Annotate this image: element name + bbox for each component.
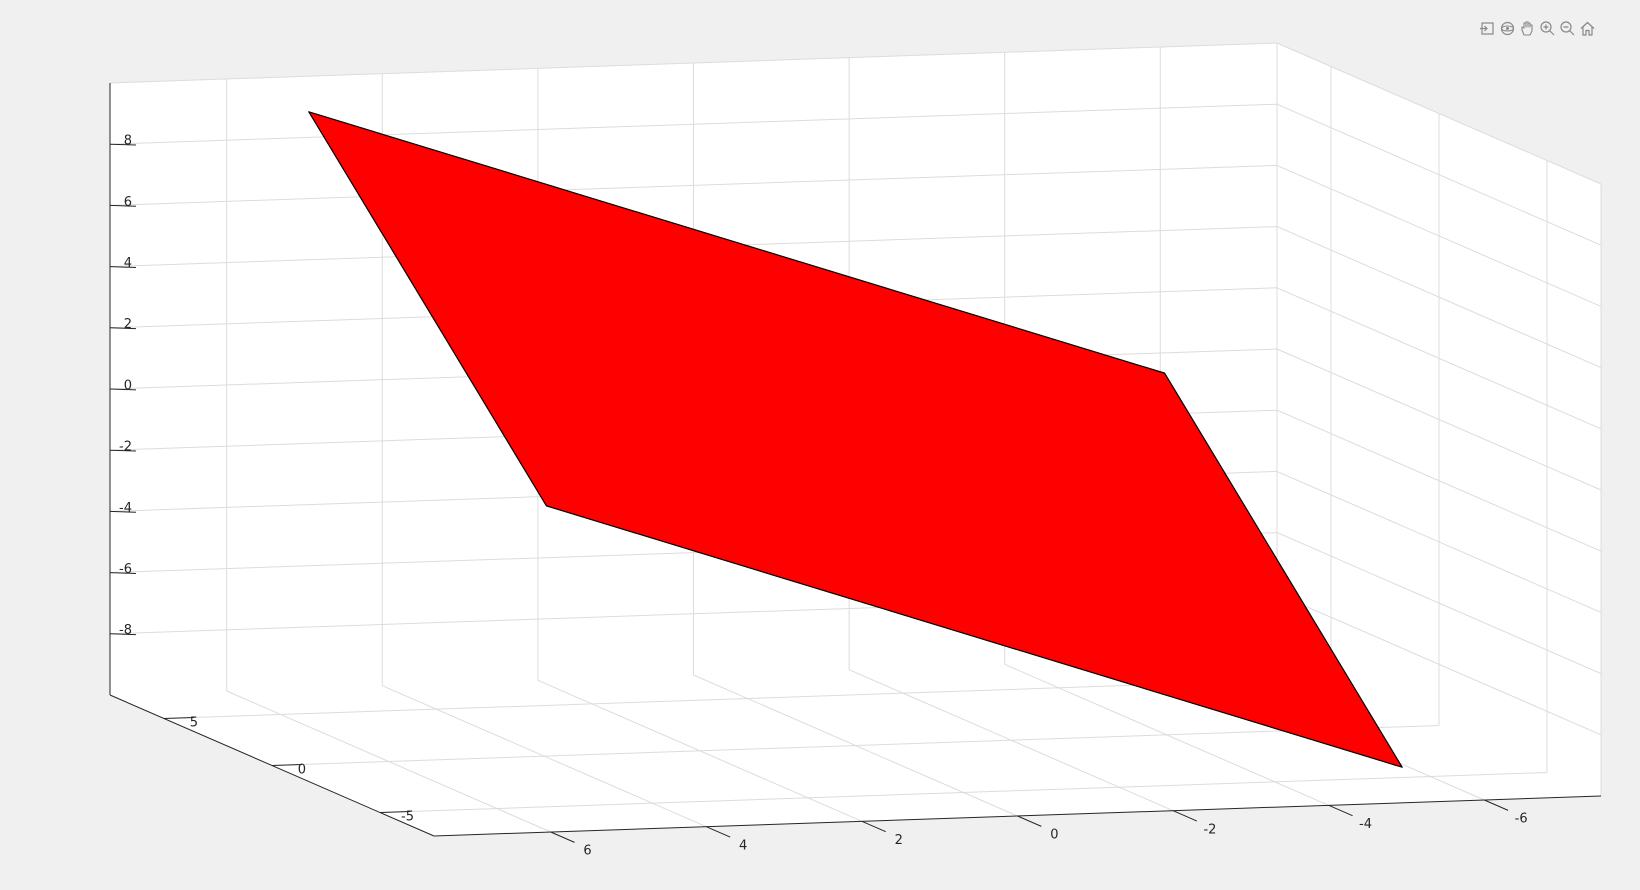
export-button[interactable] [1478,18,1496,38]
z-tick-mark [109,327,137,330]
y-tick-mark [379,810,410,813]
grid-line-z [1276,593,1602,736]
z-tick-label: -6 [119,562,132,577]
y-tick-mark [271,763,302,766]
grid-line-z [1276,348,1602,491]
x-tick-label: -4 [1359,817,1372,832]
grid-line-z [1276,103,1602,246]
y-tick-label: 0 [298,763,306,778]
z-tick-label: 0 [124,378,132,393]
x-tick-mark [1017,815,1042,827]
grid-line-z [1276,409,1602,552]
grid-line-z [1276,164,1602,307]
z-tick-label: 4 [124,256,132,271]
x-tick-mark [1172,810,1198,822]
z-tick-label: 6 [124,195,132,210]
surface-plot[interactable] [308,111,1403,768]
zoom-in-icon [1539,20,1554,35]
pan-button[interactable] [1518,18,1536,38]
z-tick-label: -4 [119,501,132,516]
x-tick-mark [1484,799,1509,811]
home-button[interactable] [1578,18,1596,38]
grid-line-z [109,164,1278,206]
x-tick-label: 4 [739,838,747,853]
y-tick-mark [163,716,194,719]
grid-line-z [1276,532,1602,675]
home-icon [1580,21,1594,36]
grid-line-z [109,103,1278,145]
y-tick-label: -5 [401,810,414,825]
zoom-out-icon [1559,20,1574,35]
z-tick-label: -8 [119,623,132,638]
rotate-button[interactable] [1498,18,1516,38]
grid-line-z [1276,287,1602,430]
grid-line-z [1276,470,1602,613]
z-tick-mark [109,204,137,207]
box-edge [109,42,1278,84]
axes-toolbar [1478,18,1596,38]
z-tick-label: 8 [124,134,132,149]
grid-line-y [379,772,1548,813]
grid-line-y [271,725,1440,766]
x-tick-label: 0 [1050,828,1058,843]
surface-patch[interactable] [308,111,1403,768]
x-tick-mark [861,820,886,833]
x-tick-label: -2 [1203,822,1216,837]
x-tick-label: 2 [895,833,903,848]
x-tick-mark [706,826,731,838]
rotate-3d-icon [1500,21,1514,35]
x-tick-mark [550,831,575,843]
z-tick-mark [109,633,137,636]
z-tick-label: 2 [124,317,132,332]
z-tick-mark [109,449,137,452]
z-tick-mark [109,510,137,513]
x-tick-label: 6 [583,844,591,859]
grid-line-z [1276,226,1602,369]
pan-hand-icon [1520,20,1533,36]
box-edge [1276,42,1602,185]
z-tick-mark [109,143,137,146]
y-tick-label: 5 [190,716,198,731]
export-icon [1479,21,1494,35]
tick-labels: 6 4 2 0 -2 -4 -6 5 0 -5 8 6 4 2 0 -2 -4 -6 -8 [109,134,1528,859]
z-tick-mark [109,572,137,574]
x-tick-label: -6 [1515,812,1528,827]
zoom-in-button[interactable] [1538,18,1556,38]
z-tick-mark [109,388,137,391]
x-tick-mark [1328,804,1353,817]
zoom-out-button[interactable] [1558,18,1576,38]
z-tick-mark [109,266,137,268]
z-tick-label: -2 [119,440,132,455]
